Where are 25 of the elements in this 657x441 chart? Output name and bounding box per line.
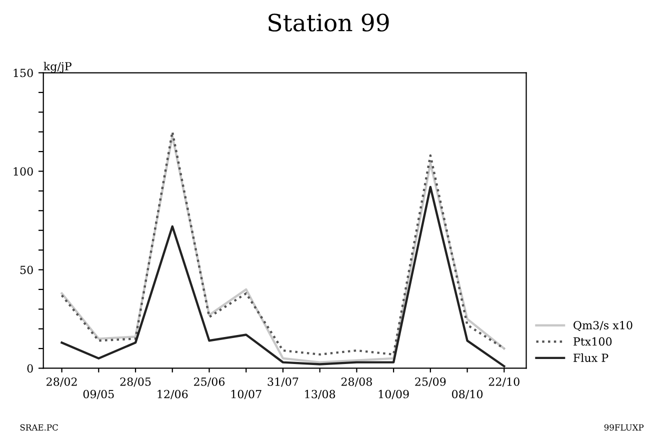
y-axis-title: kg/jP bbox=[44, 62, 72, 73]
x-tick-label: 10/07 bbox=[231, 390, 262, 400]
legend-label: Ptx100 bbox=[574, 337, 612, 346]
x-tick-label: 09/05 bbox=[83, 390, 114, 400]
legend-label: Qm3/s x10 bbox=[574, 320, 632, 331]
x-tick-label: 25/09 bbox=[415, 377, 446, 387]
text: SRAE.PC bbox=[20, 424, 58, 431]
x-tick-label: 10/09 bbox=[378, 390, 409, 400]
x-tick-label: 12/06 bbox=[158, 390, 188, 400]
legend-label: Flux P bbox=[574, 353, 608, 362]
x-tick-label: 13/08 bbox=[305, 390, 336, 400]
y-tick-label: 150 bbox=[14, 68, 33, 78]
chart-title: Station 99 bbox=[268, 14, 389, 32]
text: 99FLUXP bbox=[604, 424, 644, 431]
x-tick-label: 22/10 bbox=[488, 377, 520, 387]
y-tick-label: 100 bbox=[14, 167, 33, 176]
x-tick-label: 28/05 bbox=[120, 377, 151, 387]
x-tick-label: 28/02 bbox=[46, 377, 77, 387]
y-tick-label: 0 bbox=[27, 364, 33, 373]
x-tick-label: 28/08 bbox=[341, 377, 372, 387]
x-tick-label: 25/06 bbox=[194, 377, 225, 387]
x-tick-label: 08/10 bbox=[452, 390, 483, 400]
x-tick-label: 31/07 bbox=[268, 377, 298, 387]
line-series bbox=[60, 186, 506, 368]
y-tick-label: 50 bbox=[20, 266, 33, 274]
